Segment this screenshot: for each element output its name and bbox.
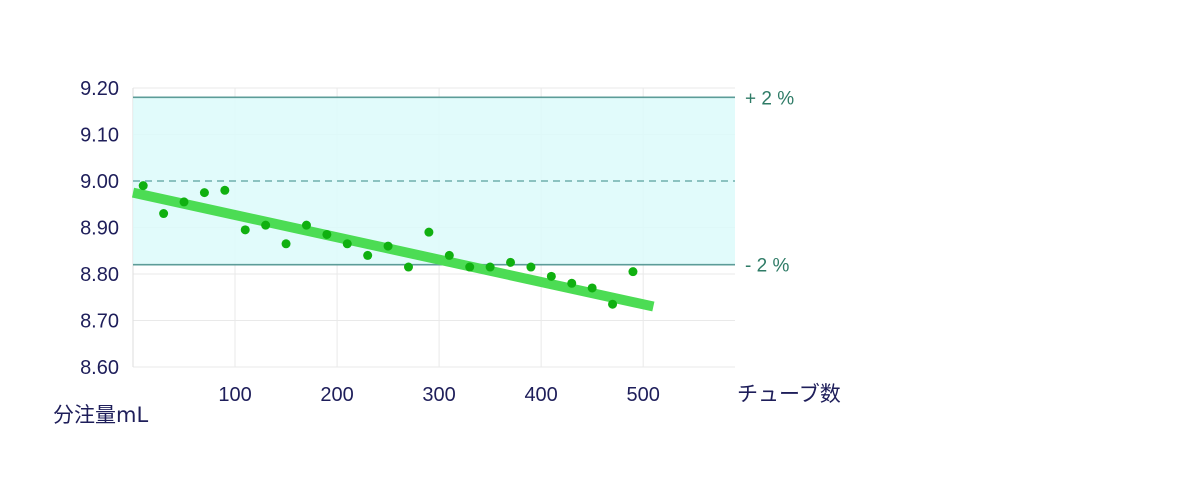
data-point	[138, 181, 148, 191]
data-point	[240, 225, 250, 235]
data-point	[485, 262, 495, 272]
x-tick-label: 300	[422, 384, 455, 406]
y-tick-label: 8.60	[80, 357, 119, 379]
data-point	[567, 278, 577, 288]
y-tick-label: 9.00	[80, 171, 119, 193]
data-point	[179, 197, 189, 207]
x-tick-label: 400	[524, 384, 557, 406]
data-point	[159, 209, 169, 219]
upper-limit-label: + 2 %	[745, 88, 794, 109]
y-tick-label: 8.70	[80, 311, 119, 333]
data-point	[587, 283, 597, 293]
y-tick-label: 8.80	[80, 264, 119, 286]
tick-labels: 8.60 8.70 8.80 8.90 9.00 9.10 9.20 100 200 300 400…	[80, 78, 660, 406]
x-axis-title: チューブ数	[737, 382, 841, 406]
lower-limit-label: - 2 %	[745, 256, 789, 277]
data-point	[546, 271, 556, 281]
y-tick-label: 9.20	[80, 78, 119, 100]
data-point	[608, 299, 618, 309]
data-point	[199, 188, 209, 198]
x-tick-label: 500	[626, 384, 659, 406]
x-tick-label: 200	[320, 384, 353, 406]
data-point	[628, 267, 638, 277]
data-point	[444, 250, 454, 260]
y-tick-label: 9.10	[80, 125, 119, 147]
tolerance-band: + 2 % - 2 %	[133, 88, 794, 277]
data-point	[403, 262, 413, 272]
data-point	[506, 257, 516, 267]
trend-line-group	[131, 187, 655, 312]
data-point	[220, 185, 230, 195]
data-point	[301, 220, 311, 230]
data-point	[363, 250, 373, 260]
data-point	[383, 241, 393, 251]
y-axis-title: 分注量mL	[53, 403, 148, 427]
data-point	[424, 227, 434, 237]
x-tick-label: 100	[218, 384, 251, 406]
data-point	[342, 239, 352, 249]
data-points	[138, 181, 638, 309]
data-point	[526, 262, 536, 272]
data-point	[281, 239, 291, 249]
data-point	[261, 220, 271, 230]
trend-line	[131, 187, 655, 312]
y-tick-label: 8.90	[80, 218, 119, 240]
data-point	[322, 229, 332, 239]
data-point	[465, 262, 475, 272]
